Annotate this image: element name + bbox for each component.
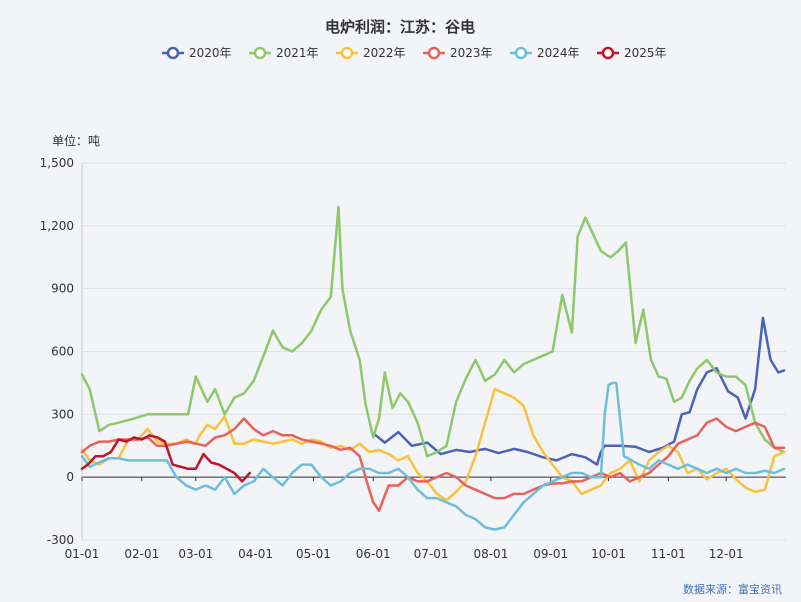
legend-item[interactable]: 2021年 [249,46,319,60]
x-tick-label: 11-01 [651,547,686,561]
y-tick-label: 300 [51,407,74,421]
legend-label: 2020年 [189,46,232,60]
legend-item[interactable]: 2024年 [510,46,580,60]
x-tick-label: 08-01 [473,547,508,561]
legend-label: 2023年 [450,46,493,60]
y-tick-label: 900 [51,282,74,296]
legend-label: 2022年 [363,46,406,60]
y-tick-label: -300 [47,533,74,547]
x-tick-label: 01-01 [65,547,100,561]
legend[interactable]: 2020年 2021年 2022年 2023年 2024年 2025年 [162,46,667,60]
legend-swatch-marker [253,46,267,60]
y-tick-label: 1,500 [40,156,74,170]
x-tick-label: 09-01 [533,547,568,561]
legend-swatch-marker [427,46,441,60]
x-tick-label: 03-01 [178,547,213,561]
legend-label: 2024年 [537,46,580,60]
legend-swatch-marker [166,46,180,60]
legend-item[interactable]: 2023年 [423,46,493,60]
x-tick-label: 04-01 [238,547,273,561]
y-axis: -300 0 300 600 900 1,200 1,500 [40,156,83,547]
x-tick-label: 05-01 [296,547,331,561]
chart-title: 电炉利润：江苏：谷电 [325,18,475,36]
series-line-2020年 [371,316,786,466]
legend-item[interactable]: 2025年 [597,46,667,60]
legend-item[interactable]: 2022年 [336,46,406,60]
legend-label: 2025年 [624,46,667,60]
x-tick-label: 12-01 [709,547,744,561]
x-tick-label: 02-01 [124,547,159,561]
legend-swatch-marker [601,46,615,60]
series-line-2024年 [80,381,786,531]
x-tick-label: 10-01 [591,547,626,561]
y-tick-label: 600 [51,345,74,359]
legend-item[interactable]: 2020年 [162,46,232,60]
source-label: 数据来源：富宝资讯 [683,582,782,596]
series-line-2025年 [80,434,252,483]
x-tick-label: 07-01 [414,547,449,561]
grid [82,162,786,541]
x-axis: 01-01 02-01 03-01 04-01 05-01 06-01 07-01 08-01… [65,477,744,561]
series-line-2021年 [80,205,786,458]
legend-label: 2021年 [276,46,319,60]
legend-swatch-marker [340,46,354,60]
plot-area [80,205,786,531]
unit-label: 单位：吨 [52,133,100,148]
series-line-2023年 [80,417,786,512]
y-tick-label: 1,200 [40,219,74,233]
x-tick-label: 06-01 [356,547,391,561]
legend-swatch-marker [514,46,528,60]
y-tick-label: 0 [66,470,74,484]
